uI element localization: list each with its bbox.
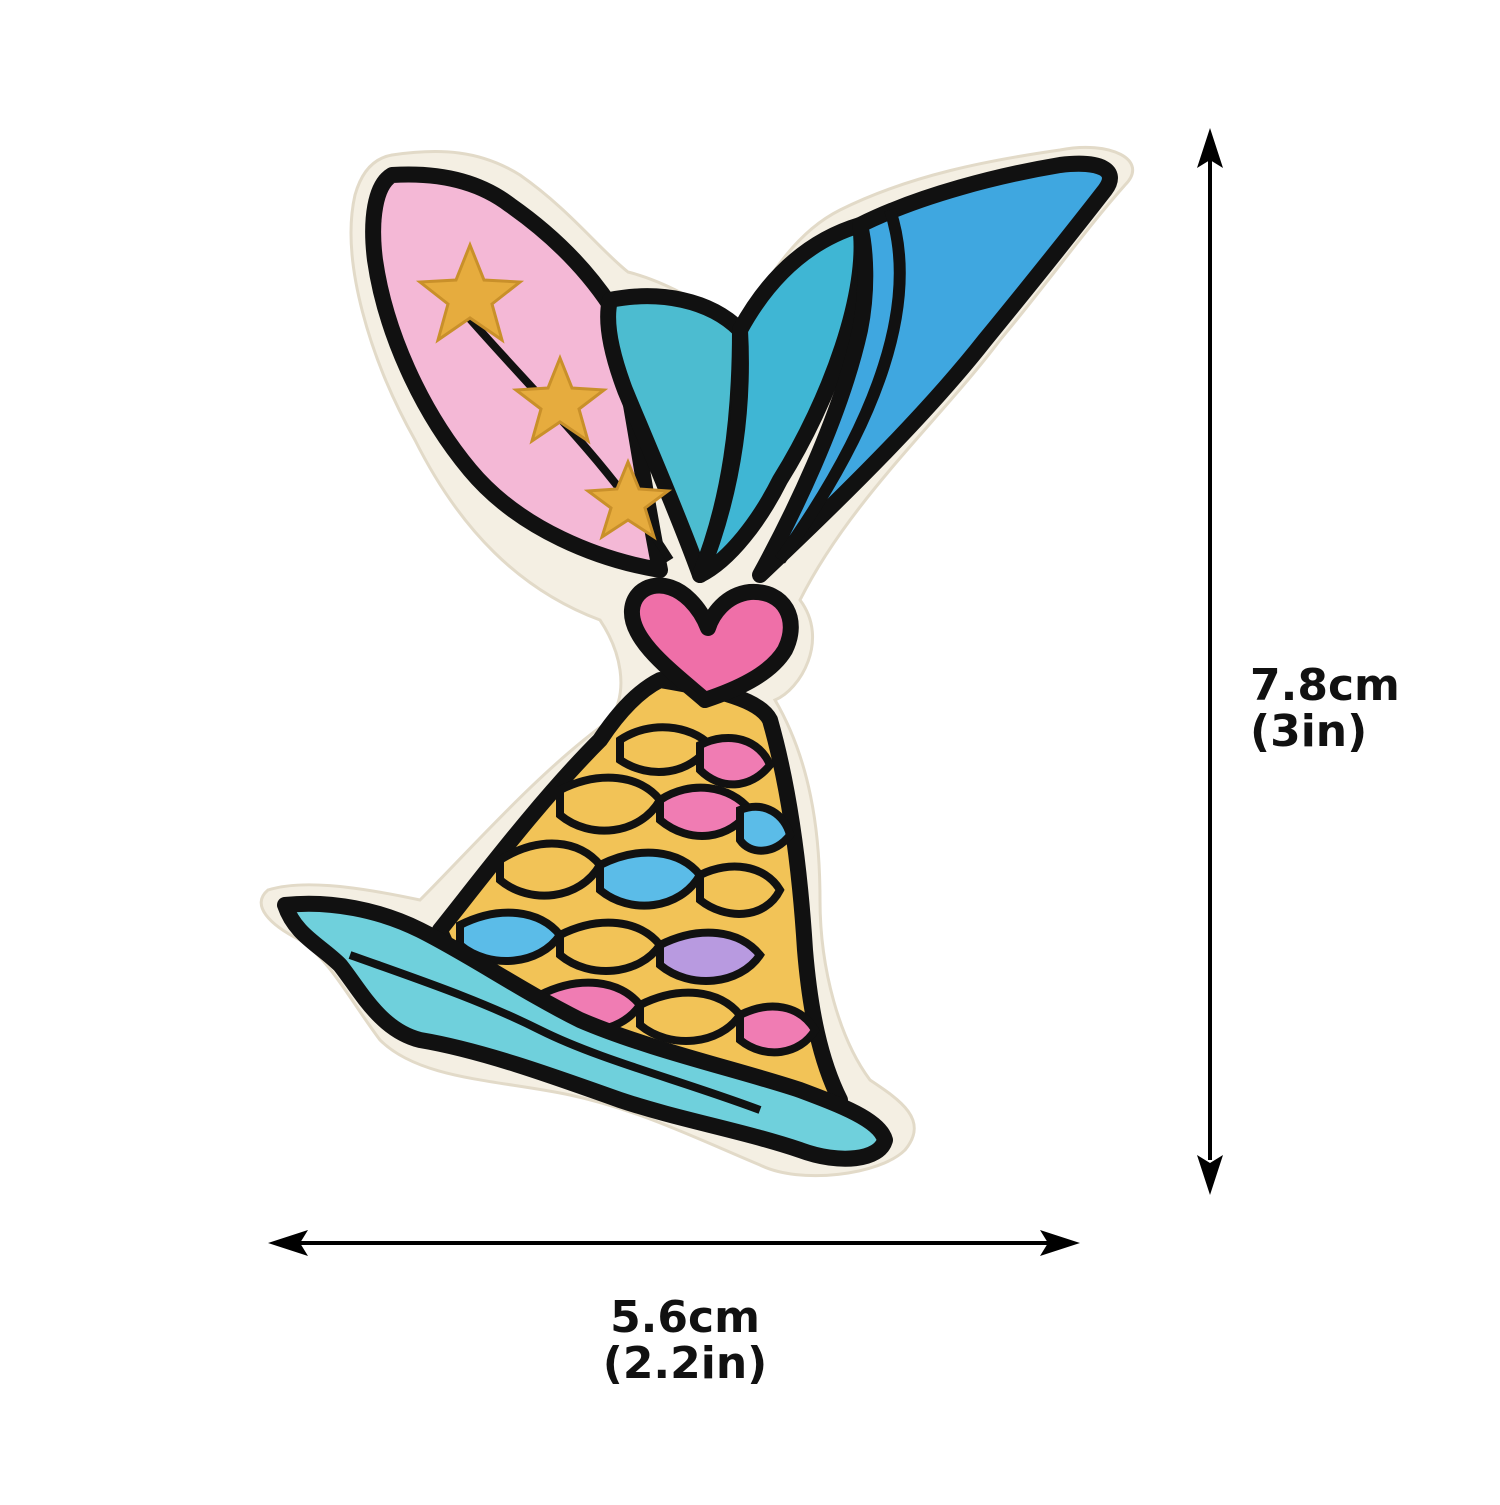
- mermaid-tail-patch: [259, 145, 1134, 1178]
- width-label: 5.6cm: [610, 1292, 760, 1343]
- fin-right-teal: [692, 217, 870, 583]
- height-label: 7.8cm: [1250, 660, 1400, 711]
- height-label-imperial: (3in): [1250, 706, 1368, 757]
- wave-skirt: [277, 895, 893, 1167]
- horizontal-double-arrow: [268, 1230, 1080, 1256]
- fin-stitch-line: [775, 208, 906, 564]
- heart-icon: [624, 577, 799, 708]
- fin-right-blue: [752, 155, 1118, 583]
- star-icon: [415, 240, 673, 541]
- vertical-double-arrow: [1197, 128, 1223, 1195]
- width-label-imperial: (2.2in): [602, 1338, 768, 1389]
- scale-pattern: [456, 723, 820, 1057]
- wave-stitch-line: [348, 951, 762, 1114]
